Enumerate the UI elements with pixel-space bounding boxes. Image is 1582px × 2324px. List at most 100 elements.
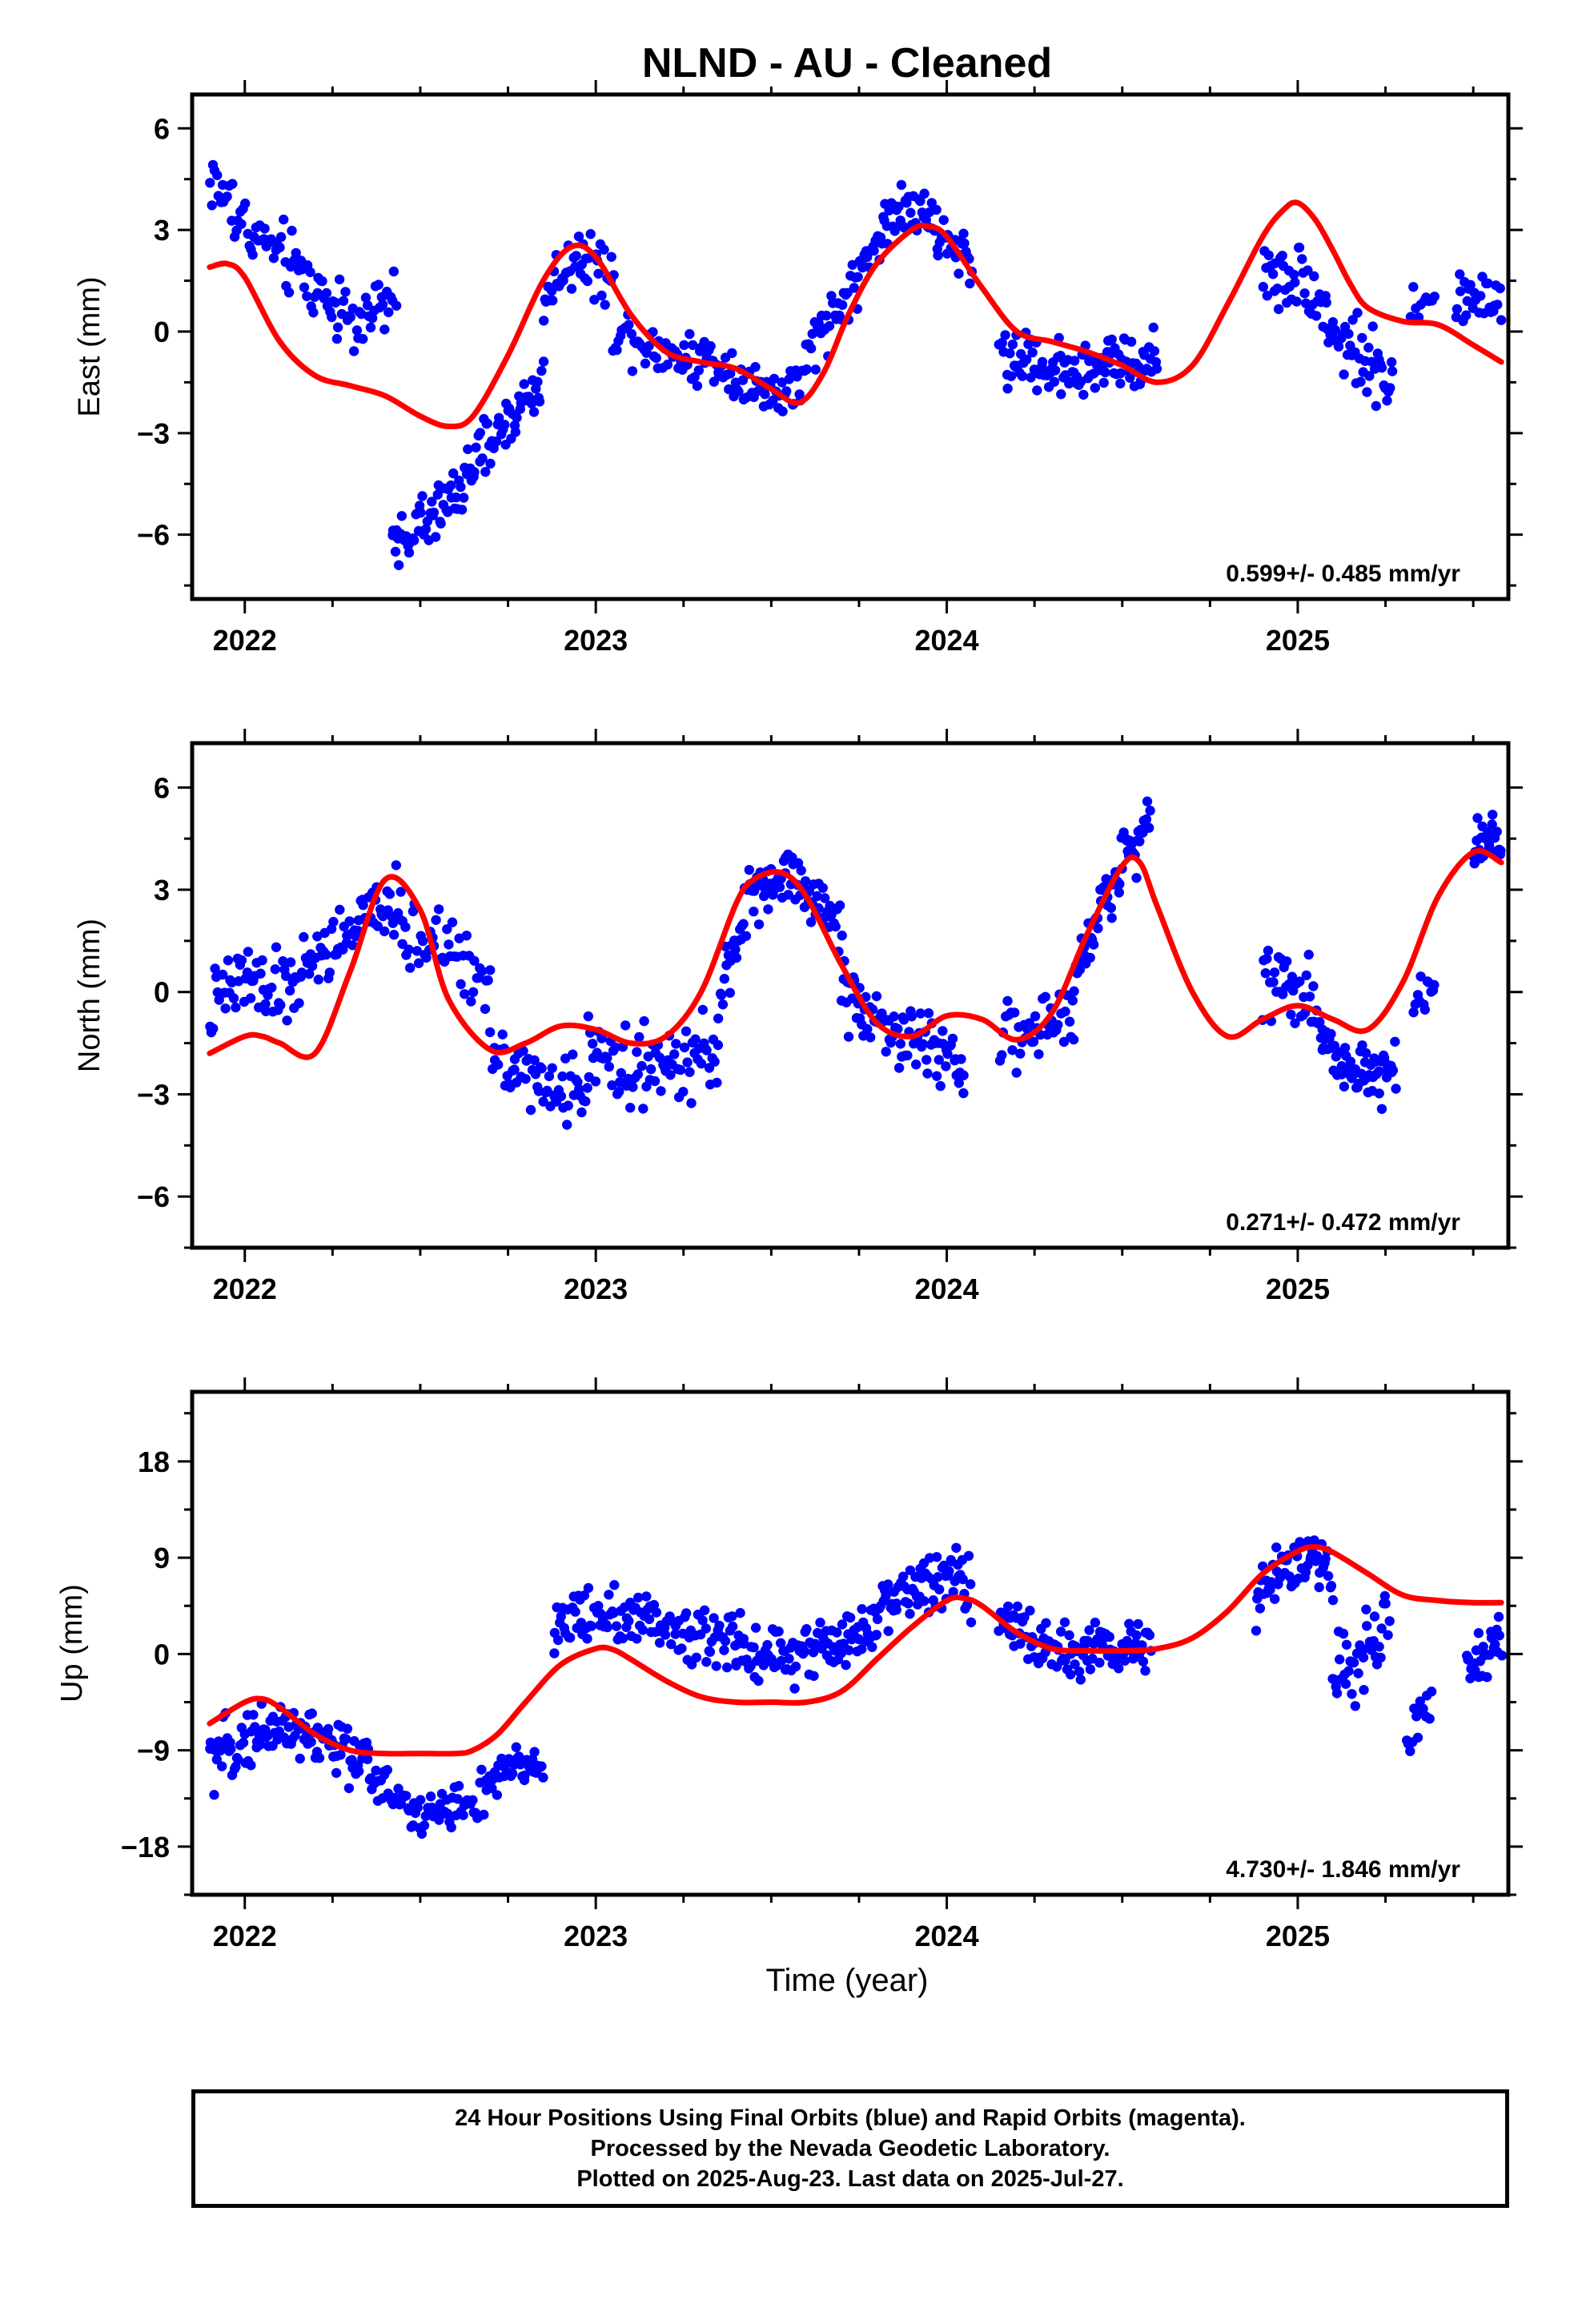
up-data-point [1074, 1667, 1085, 1677]
up-data-point [801, 1624, 812, 1634]
east-data-point [1037, 356, 1048, 368]
up-data-point [870, 1630, 881, 1641]
north-data-point [1303, 949, 1314, 960]
north-data-point [321, 950, 331, 960]
up-data-point [867, 1642, 877, 1652]
north-data-point [898, 1015, 909, 1025]
north-data-point [1067, 995, 1078, 1006]
up-y-tick-label: −18 [121, 1831, 170, 1864]
north-data-point [1040, 991, 1051, 1003]
east-data-point [373, 279, 383, 290]
east-x-tick-label: 2022 [213, 624, 277, 657]
north-data-point [1308, 981, 1319, 991]
east-data-point [1455, 286, 1466, 296]
north-data-point [865, 1032, 876, 1043]
north-data-point [358, 900, 368, 911]
north-data-point [997, 1050, 1007, 1060]
east-data-point [688, 340, 698, 351]
east-data-point [662, 360, 673, 370]
east-data-point [532, 376, 543, 387]
up-data-point [905, 1609, 915, 1619]
east-data-point [784, 374, 794, 384]
north-data-point [931, 1071, 942, 1081]
north-data-point [1068, 1034, 1079, 1045]
up-data-point [958, 1574, 968, 1585]
up-data-point [507, 1768, 518, 1779]
north-x-tick-label: 2022 [213, 1273, 277, 1305]
north-data-point [616, 1068, 626, 1079]
east-data-point [1050, 365, 1061, 376]
north-data-point [304, 968, 315, 979]
north-data-point [560, 1053, 571, 1063]
north-data-point [741, 931, 752, 942]
north-data-point [1002, 995, 1013, 1007]
north-data-point [634, 1031, 644, 1043]
east-data-point [416, 508, 426, 518]
up-data-point [354, 1766, 364, 1776]
east-data-point [526, 398, 537, 409]
up-data-point [670, 1629, 681, 1639]
north-data-point [738, 919, 749, 929]
north-data-point [625, 1103, 636, 1113]
up-data-point [697, 1615, 708, 1626]
up-velocity-label: 4.730+/- 1.846 mm/yr [1226, 1856, 1460, 1883]
north-panel: 2022 2023 2024 2025 −6 −3 0 3 6 North (mm) 0.271+/… [73, 729, 1523, 1305]
north-data-point [236, 955, 247, 966]
up-data-point [897, 1571, 909, 1582]
east-data-point [365, 322, 376, 333]
east-data-point [390, 546, 401, 557]
east-data-point [933, 250, 943, 261]
north-data-point [1376, 1104, 1387, 1115]
up-data-point [425, 1791, 436, 1802]
north-data-point [656, 1086, 666, 1096]
east-data-point [302, 291, 312, 302]
up-data-point [841, 1659, 851, 1671]
east-data-point [651, 352, 661, 364]
up-data-point [857, 1644, 867, 1655]
up-data-point [1270, 1594, 1280, 1604]
up-y-tick-label: 0 [154, 1638, 170, 1671]
north-data-point [713, 1039, 724, 1051]
up-data-point [538, 1772, 548, 1783]
east-y-tick-label: 3 [154, 214, 170, 247]
up-data-point [487, 1783, 497, 1794]
up-data-point [453, 1780, 464, 1791]
up-data-point [1327, 1594, 1339, 1606]
north-data-point [906, 1011, 917, 1022]
footer-caption: 24 Hour Positions Using Final Orbits (bl… [191, 2089, 1509, 2208]
east-data-point [1405, 312, 1416, 322]
north-y-tick-label: −6 [137, 1180, 170, 1213]
north-data-point [563, 1100, 573, 1111]
east-data-point [236, 219, 247, 229]
up-data-point [295, 1753, 305, 1764]
east-data-point [340, 287, 351, 297]
up-data-point [624, 1615, 634, 1626]
east-data-point [1100, 367, 1110, 378]
up-data-point [1353, 1668, 1363, 1679]
up-data-point [1060, 1655, 1070, 1666]
north-data-point [1034, 1049, 1044, 1059]
up-data-point [1131, 1630, 1142, 1641]
north-data-point [1429, 979, 1439, 991]
north-data-point [335, 904, 345, 915]
up-data-point [382, 1764, 392, 1775]
up-data-point [217, 1761, 227, 1771]
north-data-point [639, 1015, 649, 1027]
north-data-point [379, 926, 390, 937]
up-data-point [1094, 1658, 1105, 1668]
up-data-point [556, 1611, 566, 1622]
up-data-point [1312, 1550, 1323, 1562]
up-data-point [844, 1645, 854, 1655]
north-data-point [271, 942, 282, 953]
north-data-point [208, 1023, 219, 1034]
east-data-point [227, 179, 238, 189]
east-data-point [1000, 330, 1010, 340]
north-data-point [893, 1023, 903, 1034]
east-data-point [240, 198, 251, 209]
north-data-point [245, 993, 256, 1003]
east-data-point [1006, 371, 1017, 381]
east-data-point [480, 467, 491, 477]
east-data-point [1115, 368, 1126, 379]
east-data-point [627, 366, 638, 376]
east-data-point [445, 480, 456, 491]
